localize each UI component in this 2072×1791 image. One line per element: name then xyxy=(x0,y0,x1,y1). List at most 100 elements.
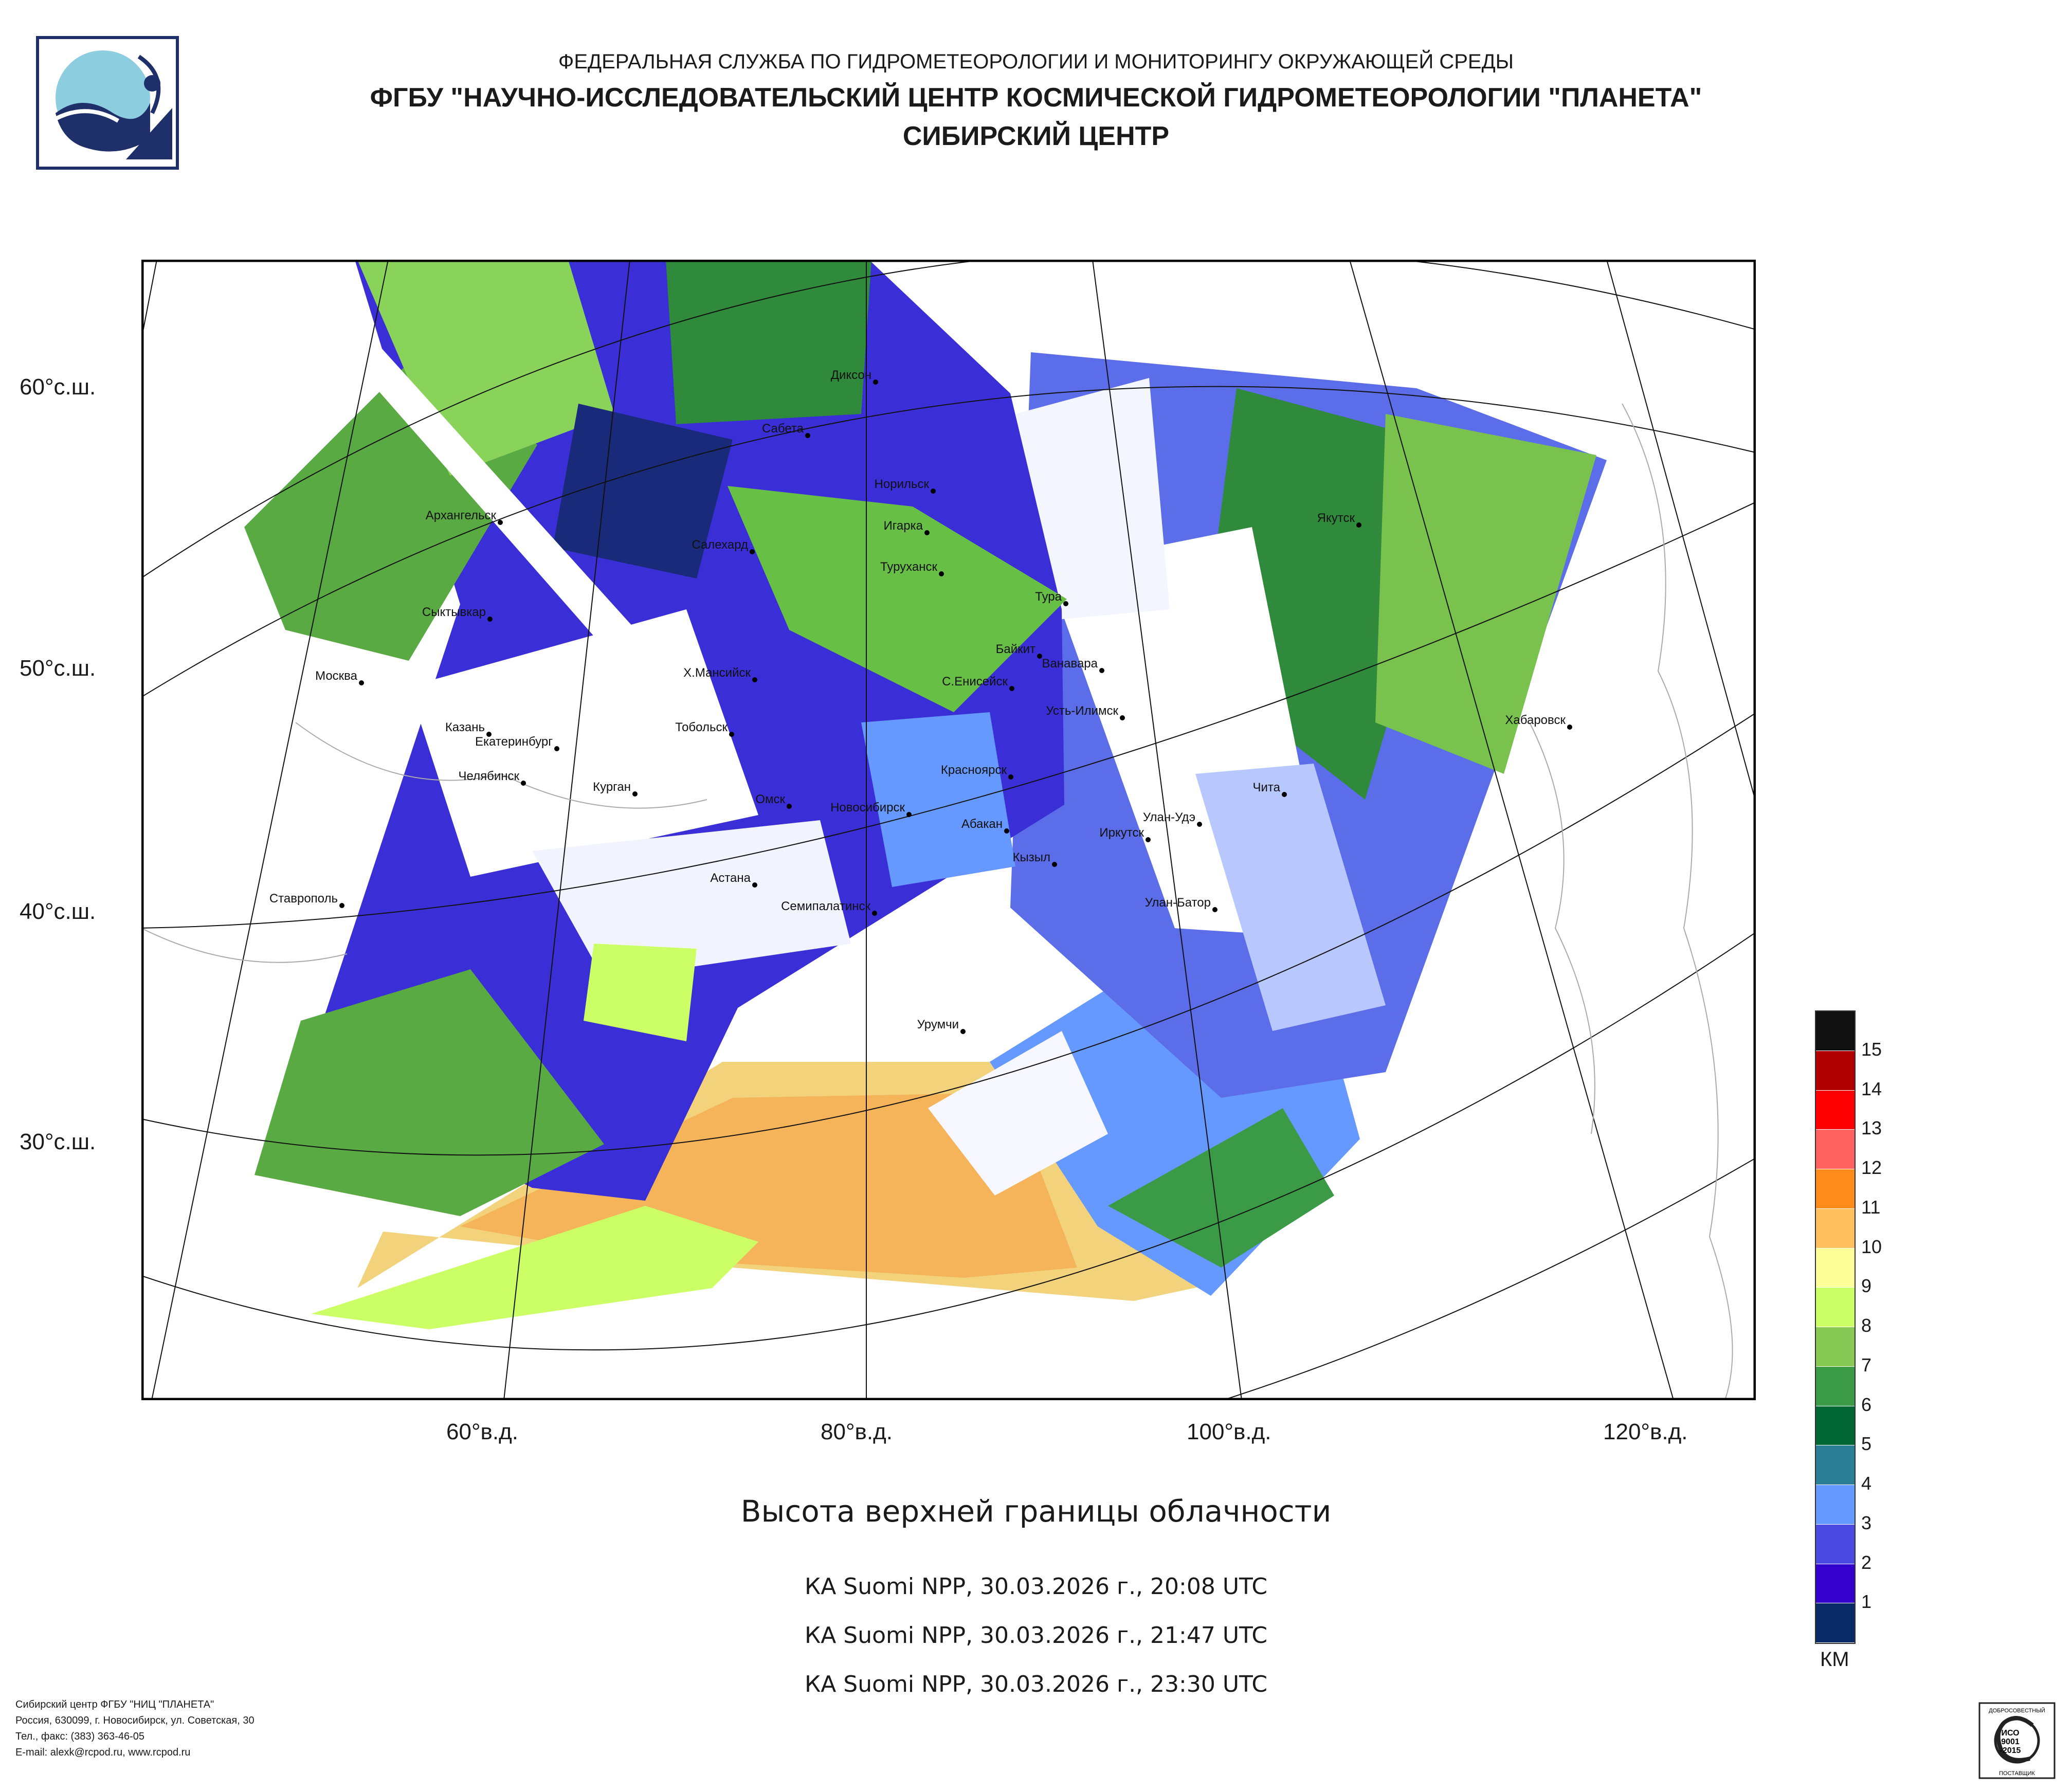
city-marker: Байкит xyxy=(996,642,1042,659)
city-label: Якутск xyxy=(1317,511,1355,525)
city-label: Усть-Илимск xyxy=(1046,704,1118,718)
city-dot xyxy=(729,732,734,737)
cert-iso: ИСО xyxy=(2001,1729,2019,1738)
city-marker: Ставрополь xyxy=(269,892,344,908)
city-label: Ставрополь xyxy=(269,892,338,906)
map-frame xyxy=(141,260,1756,1400)
city-marker: С.Енисейск xyxy=(942,675,1014,691)
city-dot xyxy=(1063,601,1068,606)
lon-label-80: 80°в.д. xyxy=(821,1419,893,1444)
city-label: Байкит xyxy=(996,642,1035,656)
city-marker: Абакан xyxy=(961,817,1009,834)
city-label: Екатеринбург xyxy=(475,735,553,749)
city-dot xyxy=(924,530,930,535)
city-label: Норильск xyxy=(875,477,930,491)
city-dot xyxy=(1008,774,1013,780)
city-label: Х.Мансийск xyxy=(683,666,751,680)
city-dot xyxy=(487,617,493,622)
cert-bottom-text: ПОСТАВЩИК xyxy=(1999,1770,2035,1777)
legend-tick: 12 xyxy=(1861,1157,1882,1178)
city-marker: Иркутск xyxy=(1099,826,1151,842)
city-marker: Челябинск xyxy=(459,769,526,786)
legend-tick: 14 xyxy=(1861,1078,1882,1099)
iso-certificate-badge: ДОБРОСОВЕСТНЫЙ ИСО 9001 -2015 ПОСТАВЩИК xyxy=(1978,1702,2056,1779)
cloud-top-height-map: Диксон Сабета Норильск Архангельск Салехард И… xyxy=(141,260,1756,1400)
city-label: Улан-Батор xyxy=(1145,896,1211,910)
cities-layer: Диксон Сабета Норильск Архангельск Салехард И… xyxy=(269,368,1572,1034)
city-label: Кызыл xyxy=(1013,851,1051,864)
city-label: Диксон xyxy=(831,368,871,382)
city-label: Тобольск xyxy=(675,720,728,734)
legend-swatch xyxy=(1816,1051,1855,1090)
city-dot xyxy=(873,379,878,385)
city-marker: Курган xyxy=(593,780,638,797)
legend-tick: 9 xyxy=(1861,1275,1872,1297)
cert-top-text: ДОБРОСОВЕСТНЫЙ xyxy=(1989,1707,2045,1714)
legend-tick: 4 xyxy=(1861,1473,1872,1494)
city-dot xyxy=(339,903,344,908)
legend-tick: 1 xyxy=(1861,1591,1872,1613)
city-dot xyxy=(1356,522,1361,528)
city-label: Сабета xyxy=(762,422,804,436)
legend-swatch xyxy=(1816,1011,1855,1051)
city-dot xyxy=(1146,837,1151,842)
lat-label-30: 30°с.ш. xyxy=(20,1129,96,1154)
header-institute: ФГБУ "НАУЧНО-ИССЛЕДОВАТЕЛЬСКИЙ ЦЕНТР КОС… xyxy=(370,83,1702,113)
city-marker: Красноярск xyxy=(941,763,1013,780)
cert-9001: 9001 xyxy=(2001,1738,2020,1746)
footer-contacts: Сибирский центр ФГБУ "НИЦ "ПЛАНЕТА" Росс… xyxy=(15,1697,255,1761)
city-marker: Салехард xyxy=(692,538,755,554)
legend-tick: 2 xyxy=(1861,1551,1872,1573)
city-dot xyxy=(1004,828,1009,834)
city-dot xyxy=(486,732,492,737)
city-dot xyxy=(1120,715,1125,720)
city-dot xyxy=(1009,686,1014,691)
city-label: Салехард xyxy=(692,538,748,552)
legend-swatch xyxy=(1816,1169,1855,1208)
city-marker: Новосибирск xyxy=(830,801,912,817)
city-marker: Игарка xyxy=(883,519,930,535)
pass-2: КА Suomi NPP, 30.03.2026 г., 21:47 UTC xyxy=(804,1622,1268,1649)
graticule xyxy=(141,260,1756,1400)
legend-swatch xyxy=(1816,1485,1855,1524)
city-marker: Казань xyxy=(445,720,492,737)
city-dot xyxy=(1567,725,1572,730)
city-dot xyxy=(787,804,792,809)
city-label: Улан-Удэ xyxy=(1143,810,1195,824)
legend-tick: 7 xyxy=(1861,1354,1872,1376)
city-marker: Усть-Илимск xyxy=(1046,704,1125,720)
city-label: Курган xyxy=(593,780,631,794)
city-dot xyxy=(960,1029,966,1034)
footer-address: Россия, 630099, г. Новосибирск, ул. Сове… xyxy=(15,1715,255,1726)
city-dot xyxy=(1052,862,1057,867)
city-dot xyxy=(632,791,638,797)
city-dot xyxy=(521,781,526,786)
satellite-swath-2 xyxy=(1010,352,1607,1098)
map-title: Высота верхней границы облачности xyxy=(740,1494,1332,1529)
city-marker: Урумчи xyxy=(917,1018,966,1034)
footer-org: Сибирский центр ФГБУ "НИЦ "ПЛАНЕТА" xyxy=(15,1699,214,1710)
city-marker: Ванавара xyxy=(1042,657,1104,673)
city-label: Москва xyxy=(315,669,358,683)
city-dot xyxy=(1099,668,1104,673)
lon-label-100: 100°в.д. xyxy=(1187,1419,1271,1444)
city-label: Челябинск xyxy=(459,769,520,783)
cert-2015: -2015 xyxy=(2000,1746,2021,1755)
legend-tick: 5 xyxy=(1861,1433,1872,1455)
city-marker: Екатеринбург xyxy=(475,735,559,751)
city-dot xyxy=(498,520,503,525)
legend-swatch xyxy=(1816,1564,1855,1603)
city-marker: Сабета xyxy=(762,422,810,438)
city-label: Ванавара xyxy=(1042,657,1098,671)
lat-label-50: 50°с.ш. xyxy=(20,656,96,681)
city-marker: Улан-Батор xyxy=(1145,896,1217,912)
city-marker: Якутск xyxy=(1317,511,1361,528)
city-label: Сыктывкар xyxy=(422,605,486,619)
city-label: Туруханск xyxy=(880,560,937,574)
city-marker: Астана xyxy=(710,871,757,888)
legend-swatch xyxy=(1816,1130,1855,1169)
city-marker: Сыктывкар xyxy=(422,605,493,622)
header-agency: ФЕДЕРАЛЬНАЯ СЛУЖБА ПО ГИДРОМЕТЕОРОЛОГИИ … xyxy=(558,50,1514,73)
city-dot xyxy=(1197,822,1202,827)
city-label: Игарка xyxy=(883,519,923,533)
